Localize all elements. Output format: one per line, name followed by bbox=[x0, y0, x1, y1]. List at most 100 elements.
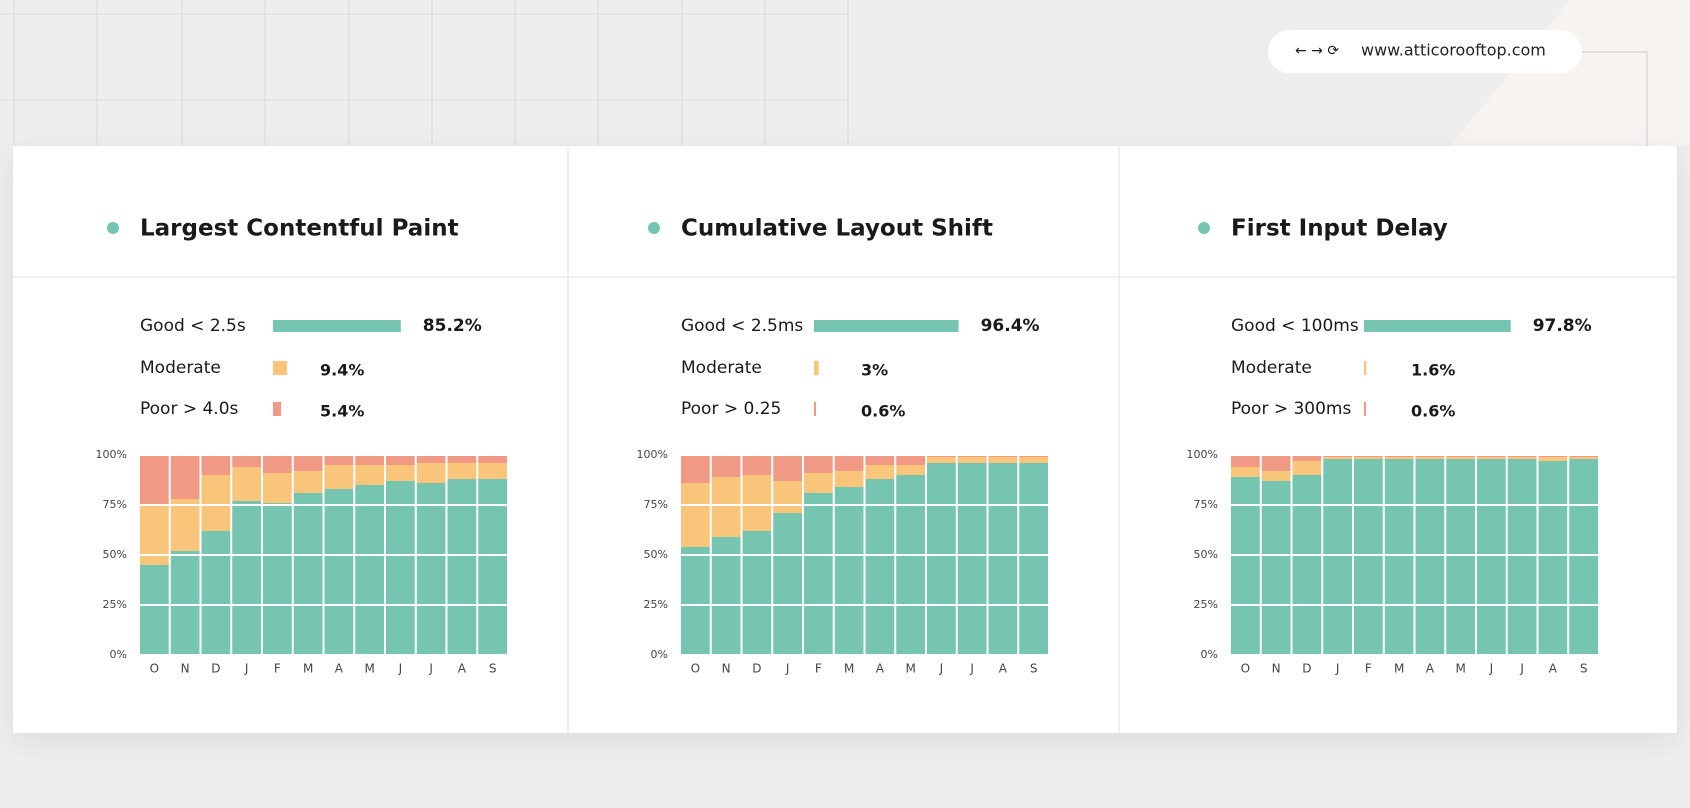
bar-segment bbox=[1261, 481, 1291, 655]
x-tick-label: J bbox=[939, 662, 944, 676]
bar-segment bbox=[1261, 471, 1291, 481]
y-tick-label: 0% bbox=[1201, 648, 1218, 661]
bar-segment bbox=[1507, 457, 1537, 459]
bar-segment bbox=[865, 465, 895, 479]
summary-label: Poor > 300ms bbox=[1231, 399, 1351, 419]
summary-bar bbox=[273, 361, 288, 375]
summary-value: 0.6% bbox=[1411, 402, 1455, 421]
nav-icons[interactable]: ← → ⟳ bbox=[1295, 43, 1339, 59]
bar-segment bbox=[1415, 459, 1445, 655]
bar-segment bbox=[293, 471, 323, 493]
bar-segment bbox=[834, 471, 864, 487]
bar-segment bbox=[834, 487, 864, 655]
bar-segment bbox=[1569, 459, 1598, 655]
x-tick-label: J bbox=[785, 662, 790, 676]
chart-title: Largest Contentful Paint bbox=[140, 216, 459, 242]
bar-segment bbox=[927, 457, 956, 463]
bar-segment bbox=[201, 475, 231, 531]
x-tick-label: A bbox=[458, 662, 467, 676]
bar-segment bbox=[478, 455, 507, 463]
bar-segment bbox=[263, 503, 292, 655]
x-tick-label: J bbox=[969, 662, 974, 676]
bar-segment bbox=[773, 455, 802, 481]
background-shape bbox=[1450, 0, 1690, 146]
summary-value: 97.8% bbox=[1533, 316, 1592, 336]
bar-segment bbox=[170, 455, 200, 499]
bar-segment bbox=[681, 483, 710, 547]
summary-value: 5.4% bbox=[320, 402, 364, 421]
x-tick-label: D bbox=[1302, 662, 1311, 676]
bar-segment bbox=[386, 481, 415, 655]
bar-segment bbox=[1446, 457, 1475, 459]
summary-value: 9.4% bbox=[320, 361, 364, 380]
bar-segment bbox=[478, 479, 507, 655]
bar-segment bbox=[865, 479, 895, 655]
y-tick-label: 50% bbox=[644, 548, 668, 561]
bar-segment bbox=[1231, 467, 1260, 477]
bar-segment bbox=[324, 489, 354, 655]
bar-segment bbox=[324, 465, 354, 489]
x-tick-label: O bbox=[150, 662, 159, 676]
chart-title: Cumulative Layout Shift bbox=[681, 216, 993, 242]
x-tick-label: F bbox=[815, 662, 822, 676]
summary-value: 85.2% bbox=[423, 316, 482, 336]
connector-line bbox=[1582, 51, 1648, 146]
x-tick-label: A bbox=[999, 662, 1008, 676]
summary-label: Good < 100ms bbox=[1231, 316, 1359, 336]
title-dot bbox=[648, 222, 660, 234]
summary-label: Good < 2.5s bbox=[140, 316, 246, 336]
bar-segment bbox=[140, 565, 169, 655]
summary-label: Good < 2.5ms bbox=[681, 316, 803, 336]
bar-segment bbox=[1292, 475, 1322, 655]
x-tick-label: M bbox=[303, 662, 313, 676]
bar-segment bbox=[988, 463, 1018, 655]
summary-label: Poor > 4.0s bbox=[140, 399, 239, 419]
x-tick-label: J bbox=[1519, 662, 1524, 676]
x-tick-label: J bbox=[428, 662, 433, 676]
bar-segment bbox=[927, 463, 956, 655]
bar-segment bbox=[232, 455, 261, 467]
bar-segment bbox=[1415, 457, 1445, 459]
bar-segment bbox=[1354, 457, 1383, 459]
x-tick-label: J bbox=[244, 662, 249, 676]
x-tick-label: D bbox=[211, 662, 220, 676]
y-tick-label: 100% bbox=[1187, 448, 1218, 461]
x-tick-label: M bbox=[905, 662, 915, 676]
bar-segment bbox=[1507, 459, 1537, 655]
bar-segment bbox=[773, 481, 802, 513]
summary-label: Moderate bbox=[1231, 358, 1312, 378]
bar-segment bbox=[681, 547, 710, 655]
y-tick-label: 75% bbox=[1194, 498, 1218, 511]
bar-segment bbox=[896, 475, 925, 655]
x-tick-label: S bbox=[1580, 662, 1588, 676]
x-tick-label: N bbox=[722, 662, 731, 676]
url-bar[interactable] bbox=[1268, 30, 1582, 73]
y-tick-label: 50% bbox=[103, 548, 127, 561]
bar-segment bbox=[1292, 455, 1322, 461]
x-tick-label: A bbox=[1549, 662, 1558, 676]
bar-segment bbox=[896, 465, 925, 475]
bar-segment bbox=[447, 479, 477, 655]
bar-segment bbox=[201, 531, 231, 655]
summary-bar bbox=[814, 320, 959, 332]
bar-segment bbox=[416, 463, 446, 483]
bar-segment bbox=[1569, 457, 1598, 459]
bar-segment bbox=[957, 457, 987, 463]
y-tick-label: 50% bbox=[1194, 548, 1218, 561]
bar-segment bbox=[355, 465, 384, 485]
y-tick-label: 100% bbox=[96, 448, 127, 461]
bar-segment bbox=[232, 501, 261, 655]
title-dot bbox=[1198, 222, 1210, 234]
bar-segment bbox=[1323, 459, 1352, 655]
bar-segment bbox=[1384, 459, 1414, 655]
x-tick-label: N bbox=[181, 662, 190, 676]
summary-value: 0.6% bbox=[861, 402, 905, 421]
summary-label: Moderate bbox=[140, 358, 221, 378]
bar-segment bbox=[416, 483, 446, 655]
bar-segment bbox=[711, 455, 741, 477]
bar-segment bbox=[896, 455, 925, 465]
summary-bar bbox=[1364, 361, 1367, 375]
bar-segment bbox=[170, 551, 200, 655]
summary-label: Poor > 0.25 bbox=[681, 399, 781, 419]
